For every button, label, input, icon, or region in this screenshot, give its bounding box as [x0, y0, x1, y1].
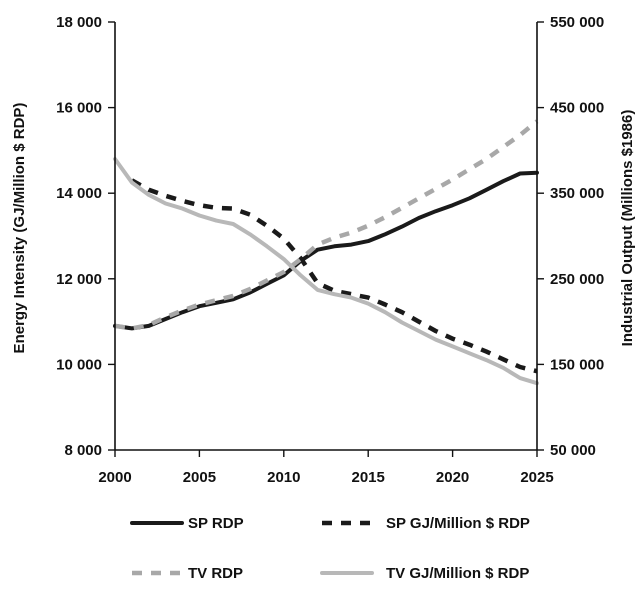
series-line-2 [114, 119, 539, 331]
legend-label: TV RDP [188, 565, 243, 582]
left-axis-title: Energy Intensity (GJ/Million $ RDP) [11, 103, 28, 354]
right-tick-label: 450 000 [550, 100, 604, 117]
tick-labels: 8 000 10 000 12 000 14 000 16 000 18 000 50 00… [56, 14, 604, 486]
series-line-1 [130, 178, 538, 374]
left-tick-label: 18 000 [56, 14, 102, 31]
x-tick-label: 2010 [267, 469, 300, 486]
right-tick-label: 250 000 [550, 271, 604, 288]
right-tick-label: 150 000 [550, 356, 604, 373]
left-tick-label: 14 000 [56, 185, 102, 202]
x-tick-label: 2015 [352, 469, 385, 486]
left-tick-label: 10 000 [56, 356, 102, 373]
series-lines [113, 119, 539, 386]
right-tick-label: 50 000 [550, 442, 596, 459]
legend-label: TV GJ/Million $ RDP [386, 565, 529, 582]
series-line-3 [113, 157, 539, 386]
legend: SP RDP SP GJ/Million $ RDP TV RDP TV GJ/Mil… [130, 515, 530, 582]
left-tick-label: 8 000 [64, 442, 102, 459]
left-tick-label: 12 000 [56, 271, 102, 288]
series-line-0 [113, 170, 539, 331]
legend-label: SP GJ/Million $ RDP [386, 515, 530, 532]
x-tick-label: 2000 [98, 469, 131, 486]
left-tick-label: 16 000 [56, 100, 102, 117]
right-tick-label: 550 000 [550, 14, 604, 31]
axes [108, 21, 544, 457]
x-tick-label: 2005 [183, 469, 216, 486]
x-tick-label: 2020 [436, 469, 469, 486]
right-axis-title: Industrial Output (Millions $1986) [619, 110, 636, 347]
legend-label: SP RDP [188, 515, 244, 532]
x-tick-label: 2025 [520, 469, 553, 486]
right-tick-label: 350 000 [550, 185, 604, 202]
